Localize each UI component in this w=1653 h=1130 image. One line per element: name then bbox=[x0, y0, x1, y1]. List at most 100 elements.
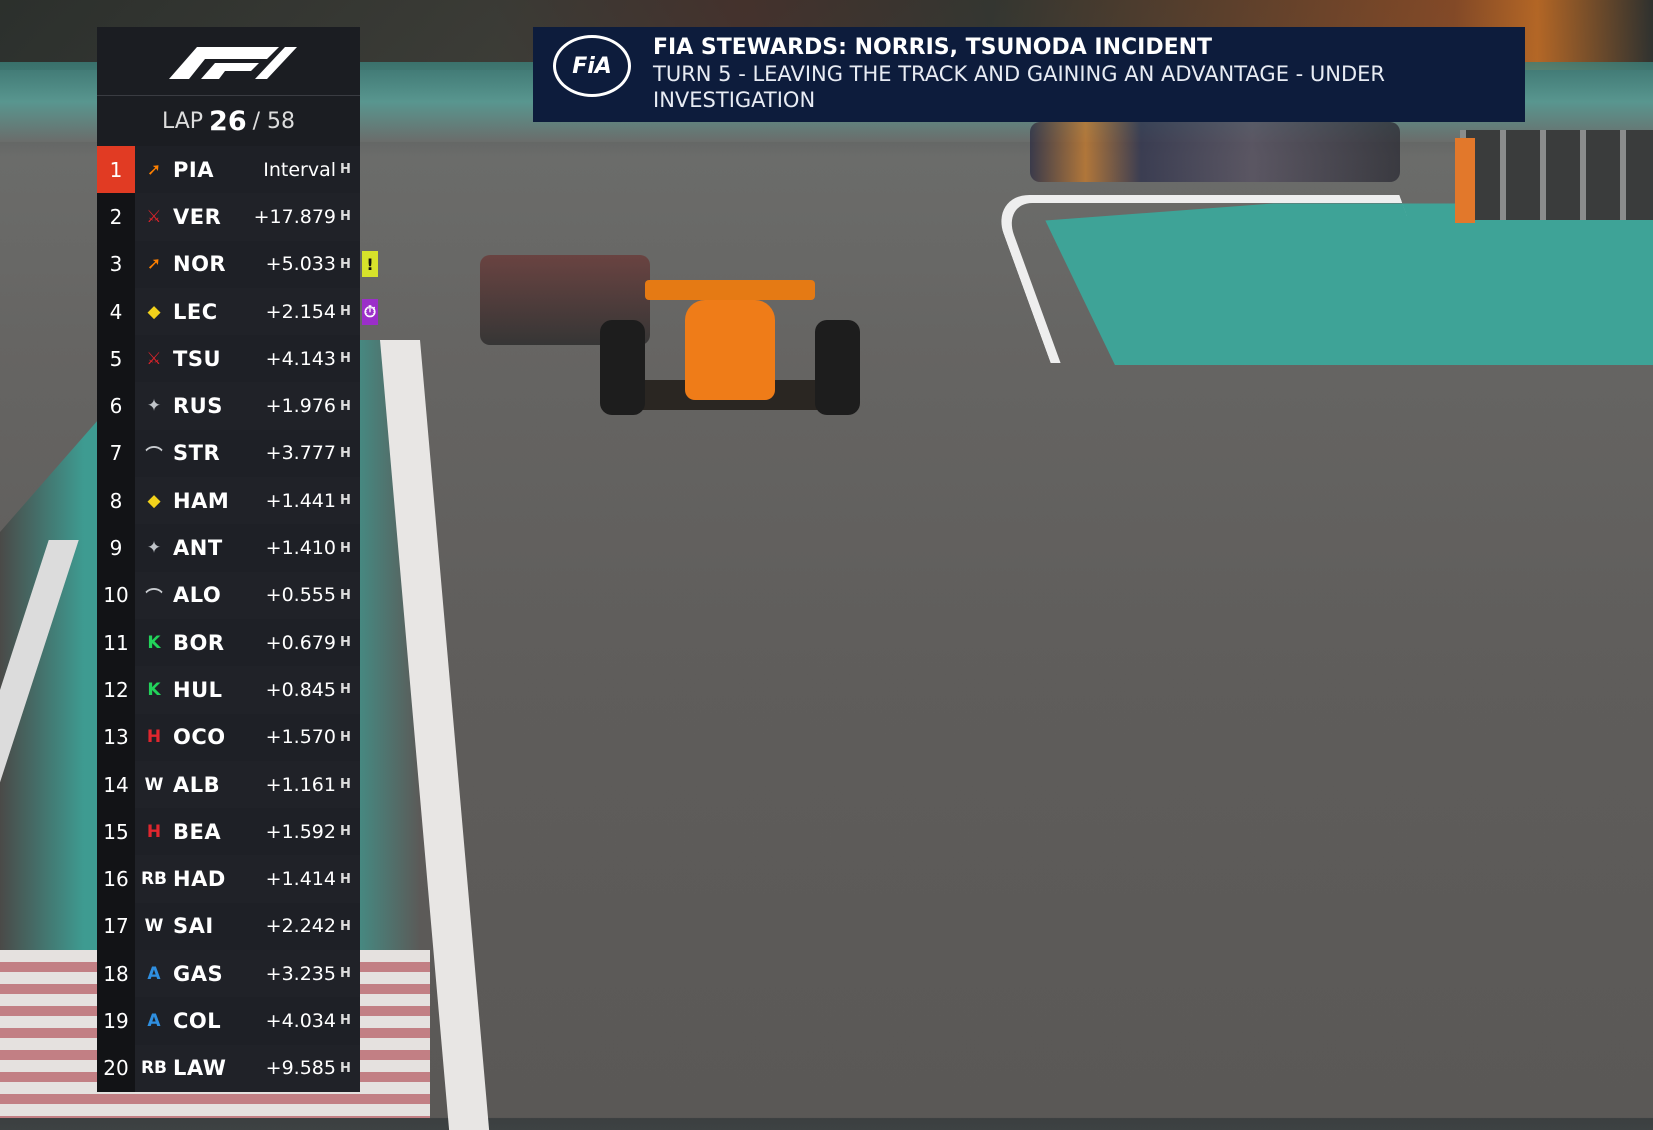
haas-logo-icon: H bbox=[146, 821, 162, 842]
standing-row[interactable]: 13 H OCO +1.570 H bbox=[97, 713, 360, 761]
position: 4 bbox=[97, 287, 135, 336]
tyre-compound: H bbox=[340, 445, 351, 461]
tyre-compound: H bbox=[340, 398, 351, 414]
driver-code: RUS bbox=[173, 394, 223, 419]
right-runoff bbox=[1045, 203, 1653, 365]
red-bull-logo-icon: ⚔ bbox=[146, 206, 162, 227]
driver-code: ANT bbox=[173, 536, 223, 561]
position: 11 bbox=[97, 618, 135, 667]
position: 7 bbox=[97, 429, 135, 478]
interval: +4.143 bbox=[265, 347, 336, 370]
driver-code: OCO bbox=[173, 725, 226, 750]
tyre-compound: H bbox=[340, 587, 351, 603]
driver-code: BOR bbox=[173, 630, 225, 655]
position: 19 bbox=[97, 997, 135, 1045]
f1-logo bbox=[97, 27, 360, 96]
driver-code: LAW bbox=[173, 1056, 227, 1081]
position: 6 bbox=[97, 382, 135, 430]
distant-cars bbox=[1030, 122, 1400, 182]
standing-row[interactable]: 11 K BOR +0.679 H bbox=[97, 618, 360, 667]
mclaren-car bbox=[590, 280, 870, 420]
tyre-compound: H bbox=[340, 162, 351, 178]
mercedes-logo-icon: ✦ bbox=[146, 538, 162, 559]
position: 8 bbox=[97, 477, 135, 525]
interval: +1.414 bbox=[265, 868, 336, 891]
standing-row[interactable]: 17 W SAI +2.242 H bbox=[97, 902, 360, 951]
driver-code: HAD bbox=[173, 867, 226, 892]
position: 16 bbox=[97, 855, 135, 903]
interval: +2.242 bbox=[265, 915, 336, 938]
tyre-compound: H bbox=[340, 1060, 351, 1076]
right-track-line bbox=[989, 195, 1461, 363]
interval: +4.034 bbox=[265, 1009, 336, 1032]
standing-row[interactable]: 8 ◆ HAM +1.441 H bbox=[97, 477, 360, 525]
standing-row[interactable]: 4 ◆ LEC +2.154 H ⏱ bbox=[97, 287, 378, 336]
standing-row[interactable]: 9 ✦ ANT +1.410 H bbox=[97, 524, 360, 572]
standing-row[interactable]: 15 H BEA +1.592 H bbox=[97, 808, 360, 856]
alpine-logo-icon: A bbox=[147, 1010, 161, 1031]
standing-row[interactable]: 3 ➚ NOR +5.033 H! bbox=[97, 240, 378, 288]
interval: +1.410 bbox=[265, 537, 336, 560]
mclaren-logo-icon: ➚ bbox=[146, 254, 162, 275]
interval: +1.592 bbox=[265, 820, 336, 843]
tyre-compound: H bbox=[340, 1013, 351, 1029]
mercedes-logo-icon: ✦ bbox=[146, 396, 162, 417]
tyre-compound: H bbox=[340, 635, 351, 651]
barrier bbox=[1460, 130, 1653, 220]
tyre-compound: H bbox=[340, 682, 351, 698]
position: 3 bbox=[97, 240, 135, 288]
alpine-logo-icon: A bbox=[147, 963, 161, 984]
tyre-compound: H bbox=[340, 540, 351, 556]
standing-row[interactable]: 12 K HUL +0.845 H bbox=[97, 666, 360, 714]
driver-code: ALB bbox=[173, 772, 221, 797]
standing-row[interactable]: 20 RB LAW +9.585 H bbox=[97, 1044, 360, 1092]
position: 10 bbox=[97, 571, 135, 619]
ferrari-logo-icon: ◆ bbox=[147, 490, 161, 511]
position: 13 bbox=[97, 713, 135, 761]
interval: +0.845 bbox=[265, 678, 336, 701]
driver-code: GAS bbox=[173, 961, 224, 986]
aston-martin-logo-icon: ⌒ bbox=[145, 445, 163, 466]
interval: +1.976 bbox=[265, 395, 336, 418]
driver-code: STR bbox=[173, 441, 221, 466]
interval: +17.879 bbox=[253, 205, 336, 228]
tyre-compound: H bbox=[340, 824, 351, 840]
position: 15 bbox=[97, 808, 135, 856]
driver-code: HAM bbox=[173, 488, 230, 513]
lap-counter: LAP 26 / 58 bbox=[97, 96, 360, 146]
driver-code: HUL bbox=[173, 677, 223, 702]
standing-row[interactable]: 2 ⚔ VER +17.879 H bbox=[97, 193, 360, 241]
aston-martin-logo-icon: ⌒ bbox=[145, 587, 163, 608]
banner-title: FIA STEWARDS: NORRIS, TSUNODA INCIDENT bbox=[653, 35, 1213, 60]
standing-row[interactable]: 7 ⌒ STR +3.777 H bbox=[97, 429, 360, 478]
driver-code: NOR bbox=[173, 252, 227, 277]
position: 18 bbox=[97, 950, 135, 998]
standing-row[interactable]: 16 RB HAD +1.414 H bbox=[97, 855, 360, 903]
standing-row[interactable]: 18 A GAS +3.235 H bbox=[97, 950, 360, 998]
interval: +3.777 bbox=[265, 442, 336, 465]
standing-row[interactable]: 14 W ALB +1.161 H bbox=[97, 760, 360, 809]
driver-code: ALO bbox=[173, 583, 222, 608]
position: 20 bbox=[97, 1044, 135, 1092]
stopwatch-icon: ⏱ bbox=[362, 298, 378, 325]
racing-bulls-logo-icon: RB bbox=[140, 1058, 168, 1079]
standing-row[interactable]: 6 ✦ RUS +1.976 H bbox=[97, 382, 360, 430]
fia-logo: FiA bbox=[553, 35, 631, 97]
banner-subtitle: TURN 5 - LEAVING THE TRACK AND GAINING A… bbox=[653, 62, 1386, 112]
standing-row[interactable]: 10 ⌒ ALO +0.555 H bbox=[97, 571, 360, 619]
interval: +5.033 bbox=[265, 253, 336, 276]
standing-row[interactable]: 5 ⚔ TSU +4.143 H bbox=[97, 335, 360, 383]
driver-code: BEA bbox=[173, 819, 222, 844]
interval: +1.441 bbox=[265, 489, 336, 512]
stewards-banner: FiA FIA STEWARDS: NORRIS, TSUNODA INCIDE… bbox=[533, 27, 1525, 122]
position: 9 bbox=[97, 524, 135, 572]
tyre-compound: H bbox=[340, 966, 351, 982]
lap-current: 26 bbox=[209, 105, 247, 137]
standing-row[interactable]: 19 A COL +4.034 H bbox=[97, 997, 360, 1045]
tyre-compound: H bbox=[340, 256, 351, 272]
standing-row[interactable]: 1 ➚ PIA Interval H bbox=[97, 146, 360, 194]
driver-code: TSU bbox=[173, 346, 222, 371]
haas-logo-icon: H bbox=[146, 727, 162, 748]
